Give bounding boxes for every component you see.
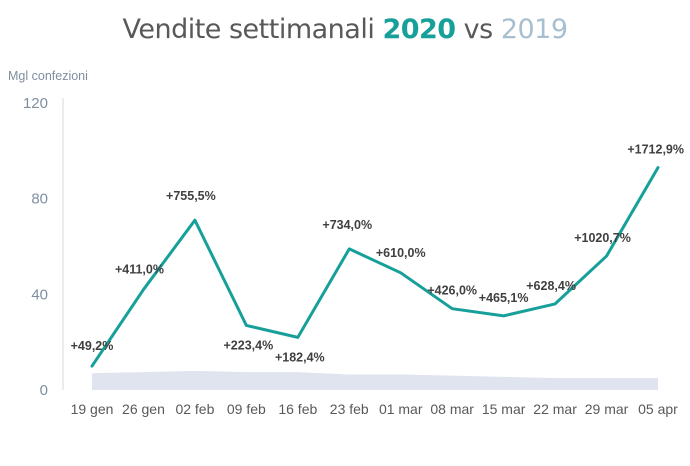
x-tick-label-19-gen: 19 gen <box>71 401 114 417</box>
data-label-01-mar: +610,0% <box>376 246 426 260</box>
title-year-2019: 2019 <box>500 14 568 45</box>
x-tick-label-05-apr: 05 apr <box>638 401 678 417</box>
data-label-05-apr: +1712,9% <box>627 143 684 157</box>
series-2019-area <box>92 370 658 390</box>
data-label-09-feb: +223,4% <box>224 338 274 352</box>
x-tick-label-22-mar: 22 mar <box>533 401 577 417</box>
x-tick-label-02-feb: 02 feb <box>175 401 214 417</box>
data-label-02-feb: +755,5% <box>166 189 216 203</box>
y-tick-label-0: 0 <box>40 382 48 399</box>
series-2019-area-group <box>92 370 658 390</box>
y-tick-label-40: 40 <box>31 286 48 303</box>
data-label-16-feb: +182,4% <box>275 350 325 364</box>
data-label-22-mar: +628,4% <box>526 279 576 293</box>
x-tick-label-16-feb: 16 feb <box>278 401 317 417</box>
x-tick-label-08-mar: 08 mar <box>430 401 474 417</box>
x-axis-ticks: 19 gen 26 gen 02 feb 09 feb 16 feb 23 feb 01 m… <box>71 401 679 417</box>
chart-title: Vendite settimanali 2020 vs 2019 <box>0 14 690 45</box>
series-2020-line <box>90 166 660 368</box>
title-year-2020: 2020 <box>382 14 456 45</box>
y-axis-unit-label: Mgl confezioni <box>8 69 88 83</box>
title-prefix: Vendite settimanali <box>122 14 383 45</box>
x-tick-label-15-mar: 15 mar <box>482 401 526 417</box>
y-tick-label-80: 80 <box>31 191 48 208</box>
x-tick-label-01-mar: 01 mar <box>379 401 423 417</box>
x-tick-label-23-feb: 23 feb <box>330 401 369 417</box>
series-2020-line-group <box>90 166 660 368</box>
data-label-23-feb: +734,0% <box>322 218 372 232</box>
x-tick-label-26-gen: 26 gen <box>122 401 165 417</box>
data-label-19-gen: +49,2% <box>71 339 114 353</box>
data-labels-group: +49,2% +411,0% +755,5% +223,4%+182,4% +734,0… <box>71 143 684 365</box>
x-tick-label-09-feb: 09 feb <box>227 401 266 417</box>
data-label-15-mar: +465,1% <box>479 291 529 305</box>
y-axis-ticks: 0 40 80 120 <box>23 95 48 399</box>
data-label-26-gen: +411,0% <box>115 263 164 277</box>
x-tick-label-29-mar: 29 mar <box>585 401 629 417</box>
y-tick-label-120: 120 <box>23 95 48 112</box>
data-label-08-mar: +426,0% <box>427 284 477 298</box>
title-connector: vs <box>455 14 501 45</box>
data-label-29-mar: +1020,7% <box>574 231 631 245</box>
